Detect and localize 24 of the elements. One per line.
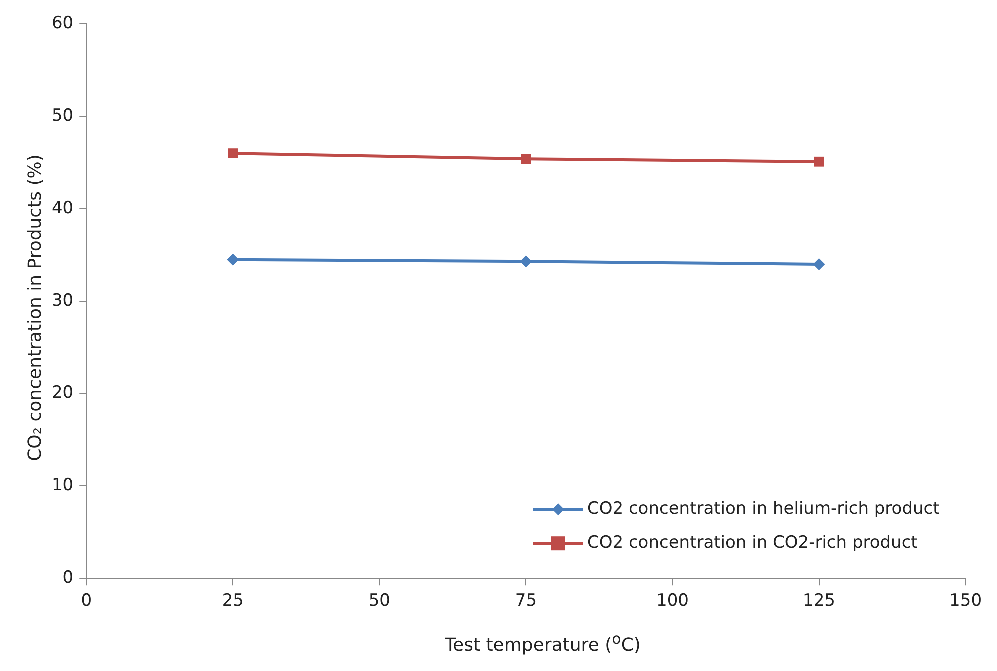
x-tick-label: 100: [656, 591, 689, 612]
point: [520, 256, 532, 268]
point: [227, 254, 240, 266]
x-tick-label: 150: [950, 591, 982, 612]
y-tick-label: 10: [52, 476, 74, 496]
x-tick-label: 125: [803, 591, 836, 612]
legend-label: CO2 concentration in CO2-rich product: [587, 533, 918, 554]
x-axis-title: Test temperature ($^{o}$C): [444, 630, 642, 656]
point: [228, 148, 238, 159]
x-tick-label: 50: [368, 591, 390, 612]
y-tick-label: 40: [52, 198, 74, 218]
y-tick-label: 50: [52, 106, 74, 126]
y-tick-label: 0: [62, 568, 74, 588]
y-tick-label: 60: [52, 14, 74, 34]
legend-label: CO2 concentration in helium-rich product: [587, 499, 940, 520]
y-tick-label: 20: [52, 383, 74, 404]
y-tick-label: 30: [52, 290, 74, 311]
x-tick-label: 75: [515, 591, 538, 612]
point: [813, 258, 826, 270]
y-axis-title: CO₂ concentration in Products (%): [25, 154, 46, 462]
x-tick-label: 0: [81, 591, 92, 612]
x-tick-label: 25: [222, 591, 244, 612]
point: [814, 156, 824, 167]
point: [521, 154, 532, 164]
